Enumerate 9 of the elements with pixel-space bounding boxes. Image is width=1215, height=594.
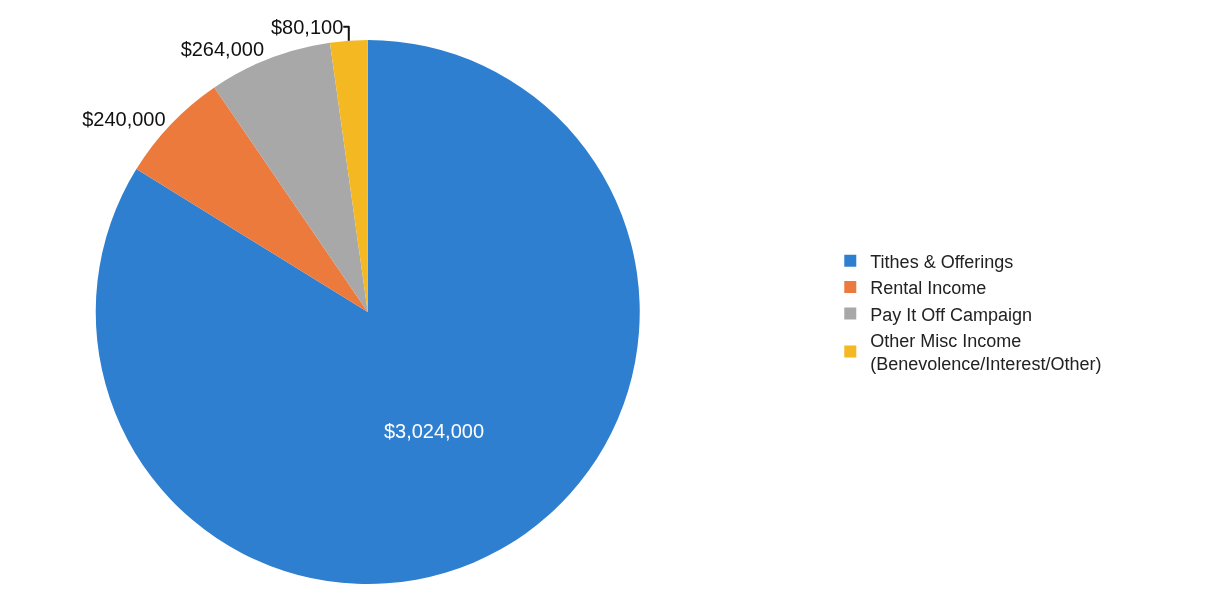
legend-label: Other Misc Income (Benevolence/Interest/Other) [870,330,1102,375]
data-label: $240,000 [82,107,166,130]
data-label: $264,000 [180,37,265,60]
data-label: $80,100 [270,15,344,38]
legend-label: Rental Income [870,278,987,299]
legend-label: Tithes & Offerings [870,251,1014,272]
pie-slice [329,40,368,312]
legend-label: Pay It Off Campaign [870,304,1033,325]
data-label: $3,024,000 [383,419,485,442]
